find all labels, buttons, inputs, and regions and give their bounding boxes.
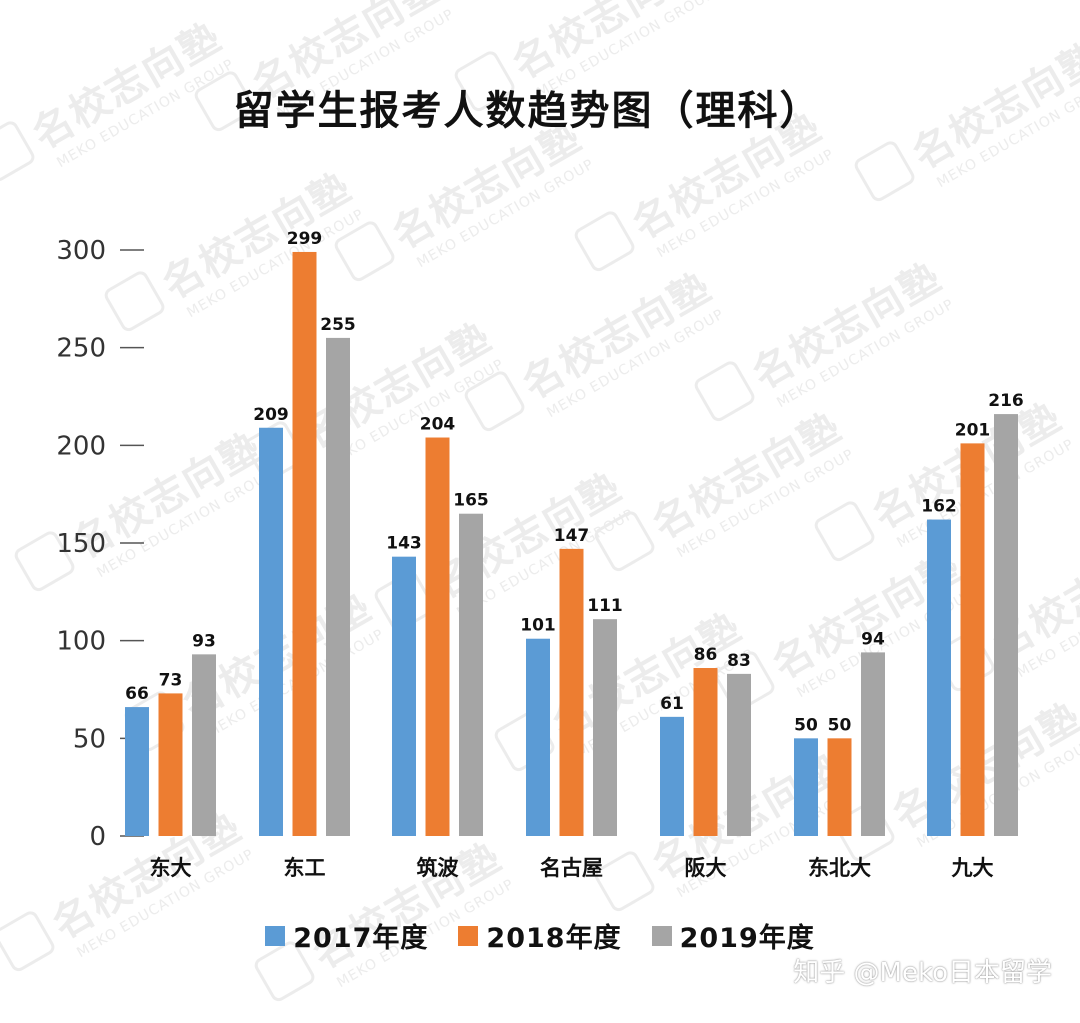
legend-swatch-2019 xyxy=(651,925,672,946)
legend-swatch-2017 xyxy=(265,925,286,946)
credit-watermark: 知乎 @Meko日本留学 xyxy=(793,958,1052,988)
x-axis-category-label: 九大 xyxy=(951,856,994,880)
bar xyxy=(559,548,584,836)
data-label: 111 xyxy=(587,596,623,616)
bar xyxy=(392,556,416,836)
bar xyxy=(994,414,1018,836)
bar xyxy=(158,693,183,836)
data-label: 162 xyxy=(921,497,957,517)
bar xyxy=(861,652,885,836)
bar xyxy=(459,513,483,836)
data-label: 73 xyxy=(159,670,183,690)
data-label: 86 xyxy=(694,645,718,665)
y-axis-tick-label: 100 xyxy=(56,627,106,657)
legend-label-2019: 2019年度 xyxy=(679,923,815,954)
x-axis-category-label: 名古屋 xyxy=(540,856,603,880)
data-label: 209 xyxy=(253,405,289,425)
bar xyxy=(927,519,951,836)
bar xyxy=(960,443,985,836)
bar xyxy=(827,738,852,836)
bar xyxy=(292,251,317,836)
y-axis-tick-label: 250 xyxy=(56,334,106,364)
bar xyxy=(794,738,818,836)
x-axis-category-label: 东工 xyxy=(284,856,326,880)
bar xyxy=(526,638,550,836)
x-axis-category-label: 东大 xyxy=(150,856,192,880)
y-axis-tick-label: 50 xyxy=(73,724,106,754)
data-label: 94 xyxy=(861,629,885,649)
legend-item-2018: 2018年度 xyxy=(458,916,621,955)
bar xyxy=(259,427,283,836)
data-label: 93 xyxy=(192,631,216,651)
legend: 2017年度 2018年度 2019年度 xyxy=(0,916,1080,955)
bar xyxy=(425,437,450,836)
data-label: 147 xyxy=(554,526,590,546)
data-label: 255 xyxy=(320,315,356,335)
data-label: 201 xyxy=(955,420,991,440)
y-axis-tick-label: 150 xyxy=(56,529,106,559)
bar xyxy=(326,337,350,836)
data-label: 165 xyxy=(453,491,489,511)
data-label: 66 xyxy=(125,684,149,704)
data-label: 204 xyxy=(420,415,456,435)
legend-swatch-2018 xyxy=(458,925,479,946)
legend-item-2017: 2017年度 xyxy=(265,916,428,955)
chart-title: 留学生报考人数趋势图（理科） xyxy=(233,88,822,134)
legend-label-2017: 2017年度 xyxy=(293,923,429,954)
data-label: 299 xyxy=(287,229,323,249)
data-label: 216 xyxy=(988,391,1024,411)
data-label: 101 xyxy=(520,616,556,636)
bar xyxy=(660,716,684,836)
bar xyxy=(125,707,149,836)
data-label: 143 xyxy=(386,534,422,554)
legend-label-2018: 2018年度 xyxy=(486,923,622,954)
x-axis-category-label: 东北大 xyxy=(808,856,871,880)
bar xyxy=(693,668,718,836)
data-label: 61 xyxy=(660,694,684,714)
data-label: 50 xyxy=(794,715,818,735)
y-axis-tick-label: 300 xyxy=(56,236,106,266)
data-label: 83 xyxy=(727,651,751,671)
data-label: 50 xyxy=(828,715,852,735)
bar xyxy=(192,654,216,836)
bar xyxy=(727,673,751,836)
x-axis-category-label: 筑波 xyxy=(417,856,460,880)
bar xyxy=(593,619,617,836)
x-axis-category-label: 阪大 xyxy=(685,856,727,880)
y-axis-tick-label: 200 xyxy=(56,431,106,461)
legend-item-2019: 2019年度 xyxy=(651,916,815,955)
y-axis-tick-label: 0 xyxy=(89,822,106,852)
